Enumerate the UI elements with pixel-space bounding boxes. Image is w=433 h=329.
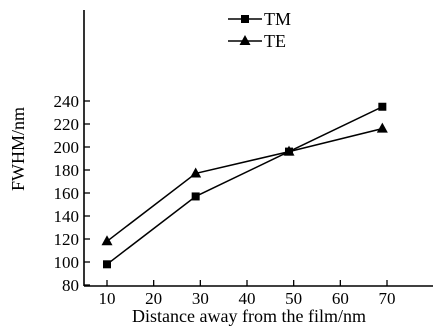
data-point-te [101, 235, 113, 246]
legend-item-tm: TM [228, 9, 291, 29]
y-tick-label: 160 [54, 184, 80, 203]
y-tick-label: 140 [54, 207, 80, 226]
x-axis-title: Distance away from the film/nm [132, 306, 366, 326]
y-tick-label: 220 [54, 115, 80, 134]
axes: 10 20 30 40 50 60 70 80 100 120 140 160 180 200 220 240 [54, 10, 433, 308]
y-tick-label: 180 [54, 161, 80, 180]
data-point-tm [103, 260, 111, 269]
series-tm [103, 102, 387, 269]
y-tick-label: 200 [54, 138, 80, 157]
x-tick-label: 70 [379, 289, 396, 308]
y-tick-label: 100 [54, 253, 80, 272]
y-tick-label: 120 [54, 230, 80, 249]
data-point-te [376, 122, 388, 133]
x-tick-label: 20 [145, 289, 162, 308]
series-line-te [106, 127, 383, 242]
y-tick-label: 80 [62, 276, 79, 295]
legend-marker-te [239, 35, 251, 45]
data-point-tm [191, 192, 200, 201]
series-te [101, 122, 388, 246]
legend-marker-tm [241, 15, 249, 23]
legend-item-te: TE [228, 31, 286, 51]
y-axis-title: FWHM/nm [8, 107, 28, 191]
y-tick-label: 240 [54, 92, 80, 111]
x-tick-label: 30 [192, 289, 209, 308]
plot-area [101, 102, 388, 269]
data-point-te [283, 145, 295, 156]
series-line-tm [106, 106, 383, 265]
legend-label-tm: TM [264, 9, 291, 29]
x-tick-label: 60 [332, 289, 349, 308]
x-tick-label: 10 [99, 289, 116, 308]
legend-label-te: TE [264, 31, 286, 51]
data-point-tm [378, 102, 387, 111]
x-tick-label: 50 [285, 289, 302, 308]
x-tick-label: 40 [239, 289, 256, 308]
data-point-te [190, 167, 202, 178]
